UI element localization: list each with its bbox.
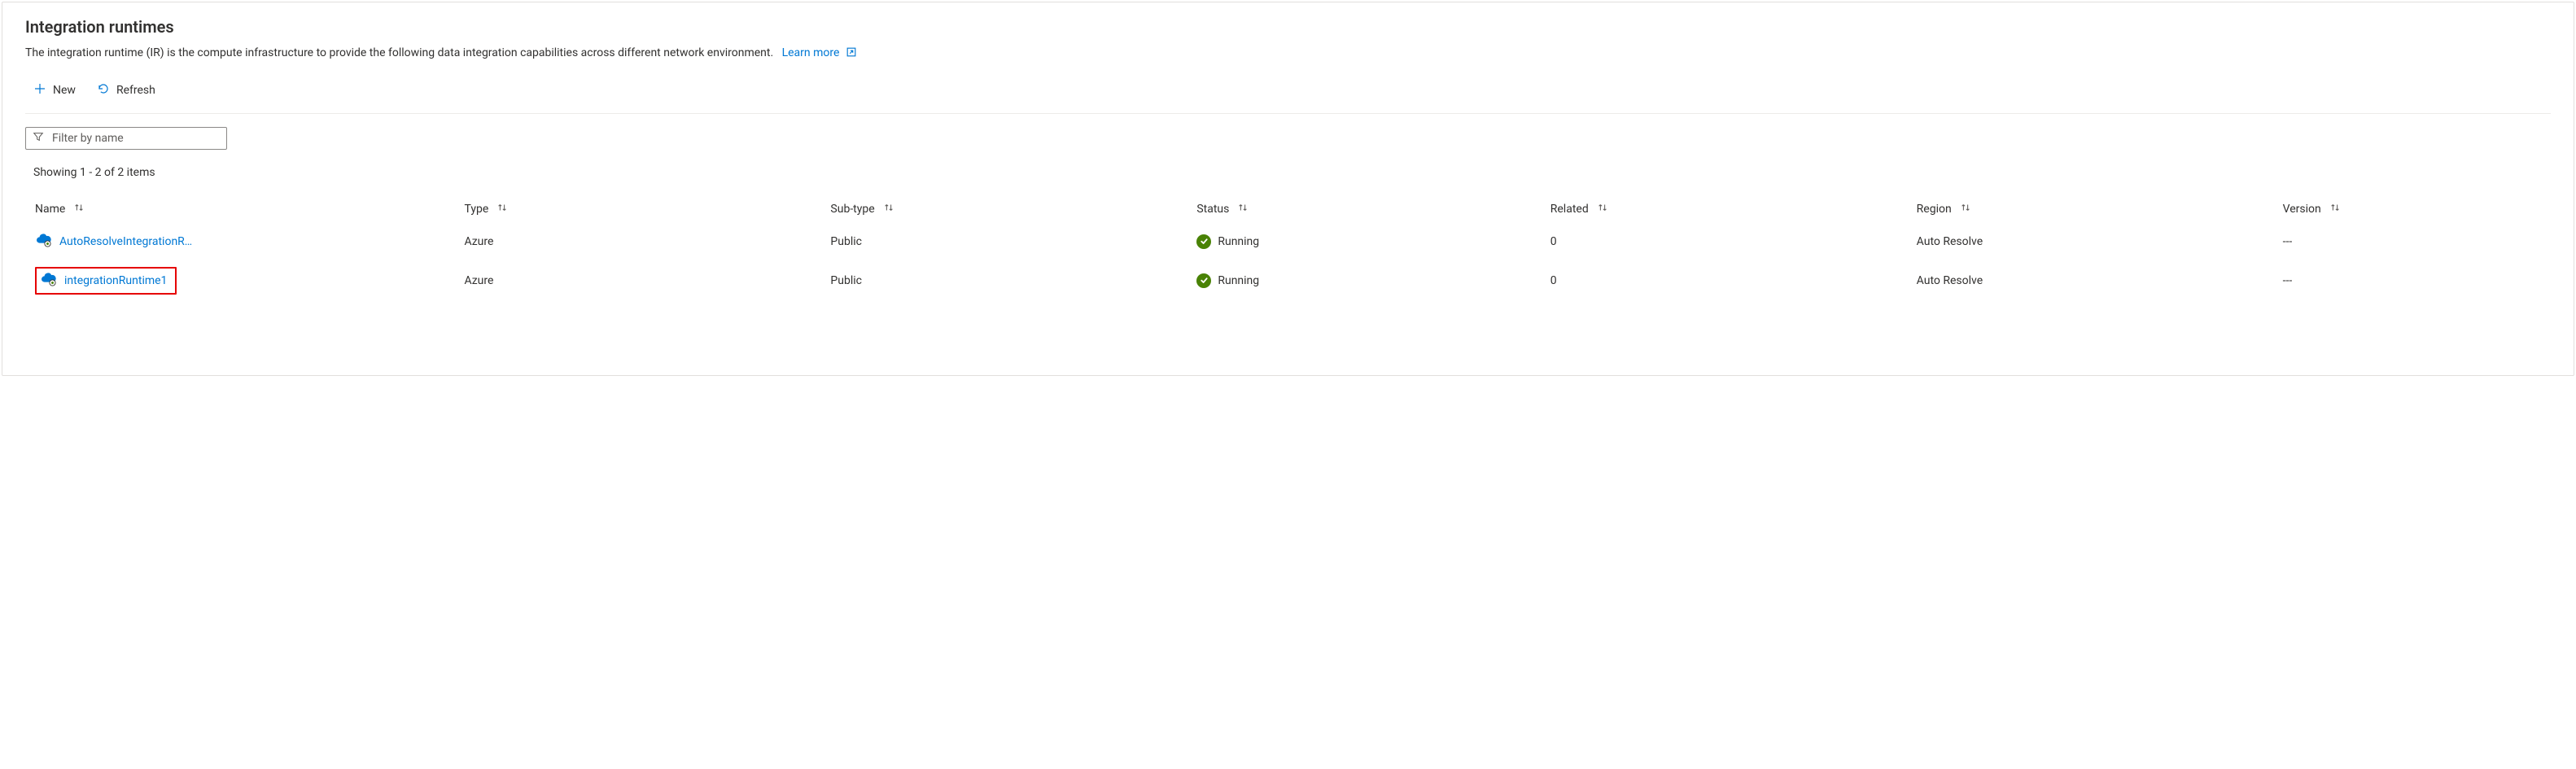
col-header-status-label: Status — [1196, 203, 1229, 216]
result-count: Showing 1 - 2 of 2 items — [33, 166, 2551, 179]
cell-region: Auto Resolve — [1907, 259, 2273, 303]
cell-version: --- — [2273, 259, 2551, 303]
cloud-runtime-icon — [40, 272, 58, 290]
cell-type: Azure — [455, 225, 821, 259]
new-button-label: New — [53, 84, 76, 97]
col-header-related[interactable]: Related — [1541, 194, 1907, 225]
col-header-version[interactable]: Version — [2273, 194, 2551, 225]
filter-input[interactable] — [50, 131, 220, 146]
page-title: Integration runtimes — [25, 17, 2551, 37]
sort-icon — [1237, 202, 1249, 216]
toolbar: New Refresh — [25, 76, 2551, 114]
cell-related: 0 — [1541, 225, 1907, 259]
col-header-region[interactable]: Region — [1907, 194, 2273, 225]
status-text: Running — [1218, 274, 1259, 287]
learn-more-link[interactable]: Learn more — [782, 46, 857, 59]
cell-type: Azure — [455, 259, 821, 303]
page-description-text: The integration runtime (IR) is the comp… — [25, 46, 773, 59]
sort-icon — [1597, 202, 1608, 216]
new-button[interactable]: New — [32, 79, 77, 102]
cloud-runtime-icon — [35, 233, 53, 251]
col-header-version-label: Version — [2283, 203, 2321, 216]
table-row: integrationRuntime1 AzurePublic Running 0… — [25, 259, 2551, 303]
learn-more-label: Learn more — [782, 46, 840, 59]
cell-version: --- — [2273, 225, 2551, 259]
sort-icon — [2329, 202, 2341, 216]
col-header-subtype-label: Sub-type — [830, 203, 874, 216]
page-description: The integration runtime (IR) is the comp… — [25, 46, 2551, 61]
runtime-name-cell: integrationRuntime1 — [35, 267, 177, 295]
refresh-icon — [97, 82, 110, 98]
col-header-type-label: Type — [465, 203, 489, 216]
table-row: AutoResolveIntegrationR… AzurePublic Runn… — [25, 225, 2551, 259]
cell-status: Running — [1187, 259, 1540, 303]
refresh-button-label: Refresh — [116, 84, 155, 97]
col-header-status[interactable]: Status — [1187, 194, 1540, 225]
plus-icon — [33, 82, 46, 98]
sort-icon — [883, 202, 894, 216]
runtime-name-link[interactable]: AutoResolveIntegrationR… — [59, 235, 192, 248]
runtimes-table: Name Type — [25, 194, 2551, 303]
col-header-type[interactable]: Type — [455, 194, 821, 225]
sort-icon — [1960, 202, 1971, 216]
cell-subtype: Public — [820, 259, 1187, 303]
status-text: Running — [1218, 235, 1259, 248]
cell-region: Auto Resolve — [1907, 225, 2273, 259]
sort-icon — [73, 202, 85, 216]
cell-status: Running — [1187, 225, 1540, 259]
integration-runtimes-panel: Integration runtimes The integration run… — [2, 2, 2574, 376]
filter-container — [25, 127, 227, 150]
col-header-subtype[interactable]: Sub-type — [820, 194, 1187, 225]
col-header-name[interactable]: Name — [25, 194, 455, 225]
refresh-button[interactable]: Refresh — [95, 79, 157, 102]
filter-icon — [33, 131, 44, 146]
status-running-icon — [1196, 234, 1211, 250]
external-link-icon — [846, 46, 857, 61]
col-header-name-label: Name — [35, 203, 65, 216]
runtime-name-cell: AutoResolveIntegrationR… — [35, 233, 192, 251]
status-running-icon — [1196, 273, 1211, 289]
col-header-related-label: Related — [1550, 203, 1589, 216]
col-header-region-label: Region — [1917, 203, 1952, 216]
cell-subtype: Public — [820, 225, 1187, 259]
table-header-row: Name Type — [25, 194, 2551, 225]
cell-related: 0 — [1541, 259, 1907, 303]
sort-icon — [496, 202, 508, 216]
runtime-name-link[interactable]: integrationRuntime1 — [64, 274, 167, 287]
